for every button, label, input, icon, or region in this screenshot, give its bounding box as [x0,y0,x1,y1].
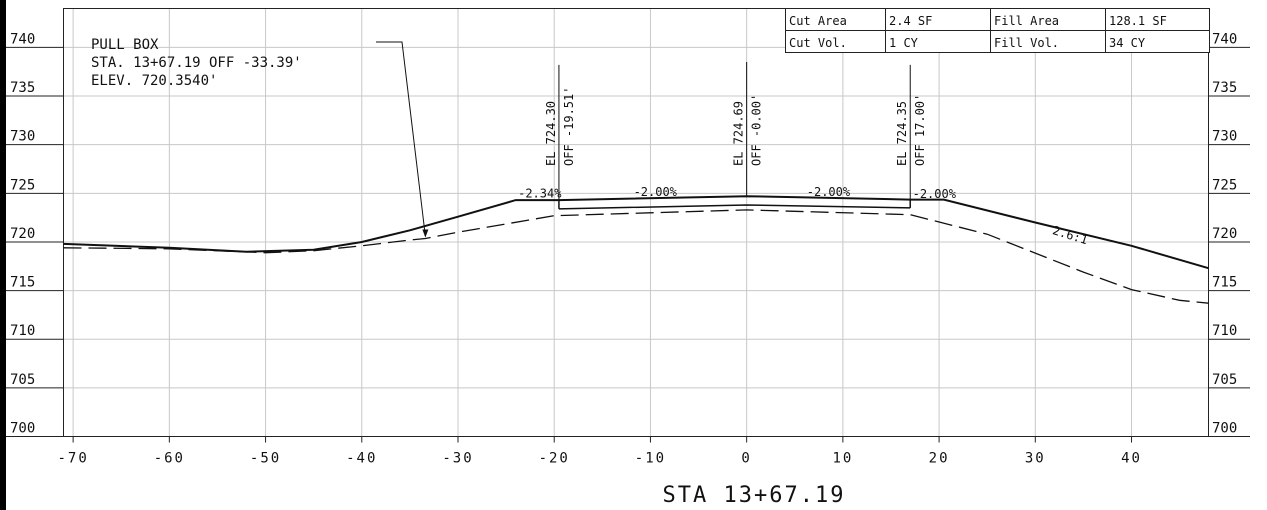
elevation-label: EL 724.69 [732,101,746,166]
x-tick-label: -60 [154,451,185,467]
fill-vol-label: Fill Vol. [994,36,1059,50]
left-elevation-axis: 700 705 710 715 720 725 730 735 740 [6,31,64,437]
y-tick-label-right: 705 [1212,372,1237,388]
pavement-bottom-line [558,204,911,210]
y-tick-label-right: 715 [1212,275,1237,291]
callout-leader [376,41,426,237]
y-tick-label-right: 725 [1212,177,1237,193]
left-edge-bar [0,0,6,510]
elevation-labels: EL 724.30 OFF -19.51' EL 724.69 OFF -0.00' E… [544,62,927,201]
y-tick-label-left: 725 [10,177,35,193]
cut-vol-label: Cut Vol. [789,36,847,50]
station-title: STA 13+67.19 [663,483,846,508]
y-tick-label-right: 740 [1212,31,1237,47]
proposed-grade-line [63,195,1209,270]
x-tick-label: 40 [1121,451,1142,467]
cut-vol-value: 1 CY [889,36,919,50]
x-tick-label: 20 [929,451,950,467]
y-tick-label-right: 730 [1212,129,1237,145]
y-tick-label-left: 720 [10,226,35,242]
y-tick-label-right: 735 [1212,80,1237,96]
x-tick-label: 0 [741,451,751,467]
y-tick-label-right: 710 [1212,323,1237,339]
y-tick-label-left: 730 [10,129,35,145]
slope-label: 2.6:1 [1051,223,1090,247]
y-tick-label-left: 710 [10,323,35,339]
elevation-label: EL 724.35 [895,101,909,166]
y-tick-label-right: 720 [1212,226,1237,242]
slope-label: -2.00% [913,187,957,201]
x-tick-label: -50 [250,451,281,467]
y-tick-label-left: 705 [10,372,35,388]
x-tick-label: -20 [539,451,570,467]
x-tick-label: -30 [442,451,473,467]
existing-ground-line [63,209,1209,304]
plot-frame [63,8,1209,437]
grid-lines [63,8,1209,437]
callout-title: PULL BOX [91,37,159,53]
offset-axis: -70 -60 -50 -40 -30 -20 -10 0 10 20 30 40 [57,436,1142,467]
x-tick-label: -40 [346,451,377,467]
y-tick-label-right: 700 [1212,421,1237,437]
fill-area-label: Fill Area [994,14,1059,28]
callout-station: STA. 13+67.19 OFF -33.39' [91,55,302,71]
profile-lines [63,195,1209,304]
y-tick-label-left: 715 [10,275,35,291]
pull-box-callout: PULL BOX STA. 13+67.19 OFF -33.39' ELEV.… [91,37,426,237]
slope-label: -2.34% [518,187,562,201]
x-tick-label: 30 [1025,451,1046,467]
x-tick-label: -70 [57,451,88,467]
cut-area-label: Cut Area [789,14,847,28]
summary-table: Cut Area 2.4 SF Fill Area 128.1 SF Cut V… [785,8,1210,53]
y-tick-label-left: 740 [10,31,35,47]
fill-area-value: 128.1 SF [1109,14,1167,28]
cut-area-value: 2.4 SF [889,14,932,28]
x-tick-label: -10 [635,451,666,467]
y-tick-label-left: 735 [10,80,35,96]
fill-vol-value: 34 CY [1109,36,1146,50]
offset-label: OFF 17.00' [913,94,927,166]
elevation-label: EL 724.30 [544,101,558,166]
offset-label: OFF -0.00' [750,94,764,166]
slope-label: -2.00% [807,185,851,199]
slope-labels: -2.34% -2.00% -2.00% -2.00% 2.6:1 [422,185,1089,247]
x-tick-label: 10 [832,451,853,467]
offset-label: OFF -19.51' [562,87,576,166]
slope-label: -2.00% [634,185,678,199]
y-tick-label-left: 700 [10,421,35,437]
right-elevation-axis: 700 705 710 715 720 725 730 735 740 [1208,31,1250,437]
callout-elevation: ELEV. 720.3540' [91,73,217,89]
